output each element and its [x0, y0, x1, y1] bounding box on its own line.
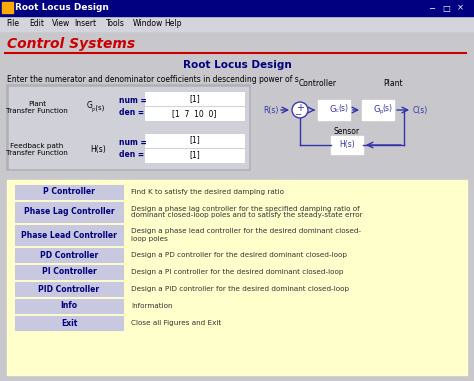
Text: Plant: Plant: [383, 80, 403, 88]
Text: (s): (s): [382, 104, 392, 114]
Bar: [318, 100, 350, 120]
Text: dominant closed-loop poles and to satisfy the steady-state error: dominant closed-loop poles and to satisf…: [131, 213, 363, 218]
Bar: [9, 87, 248, 168]
Text: Close all Figures and Exit: Close all Figures and Exit: [131, 320, 221, 326]
Text: [1  7  10  0]: [1 7 10 0]: [173, 109, 217, 118]
Text: Enter the numerator and denominator coefficients in descending power of s: Enter the numerator and denominator coef…: [7, 75, 299, 83]
Text: Find K to satisfy the desired damping ratio: Find K to satisfy the desired damping ra…: [131, 189, 284, 195]
Text: Control Systems: Control Systems: [7, 37, 135, 51]
Bar: [145, 92, 244, 105]
Bar: [0, 16, 474, 31]
Text: Controller: Controller: [299, 80, 337, 88]
Text: Sensor: Sensor: [334, 128, 360, 136]
Text: G: G: [374, 104, 380, 114]
Text: den =: den =: [119, 150, 144, 159]
Text: G: G: [330, 104, 336, 114]
Text: loop poles: loop poles: [131, 235, 168, 242]
Bar: [15, 202, 123, 222]
Bar: [2, 2, 13, 13]
Bar: [15, 225, 123, 245]
Bar: [145, 133, 244, 147]
Text: PI Controller: PI Controller: [42, 267, 96, 277]
Text: ×: ×: [456, 3, 464, 13]
Text: H(s): H(s): [339, 141, 355, 149]
Text: (s): (s): [338, 104, 348, 114]
Text: C(s): C(s): [413, 106, 428, 115]
Bar: [145, 149, 244, 162]
Text: Tools: Tools: [106, 19, 125, 28]
Bar: [11, 89, 246, 126]
Bar: [7, 85, 250, 170]
Bar: [15, 265, 123, 279]
Bar: [145, 107, 244, 120]
Text: Design a phase lag controller for the specified damping ratio of: Design a phase lag controller for the sp…: [131, 205, 360, 211]
Text: File: File: [6, 19, 19, 28]
Text: −: −: [294, 110, 301, 120]
Text: Insert: Insert: [74, 19, 97, 28]
Bar: [15, 299, 123, 313]
Text: Phase Lag Controller: Phase Lag Controller: [24, 208, 114, 216]
Text: View: View: [52, 19, 70, 28]
Text: R(s): R(s): [263, 106, 278, 115]
Text: ─: ─: [429, 3, 435, 13]
Text: [1]: [1]: [189, 94, 200, 103]
Bar: [15, 316, 123, 330]
Text: Root Locus Design: Root Locus Design: [15, 3, 109, 13]
Bar: [0, 0, 474, 16]
Text: c: c: [336, 109, 338, 114]
Text: H(s): H(s): [90, 145, 106, 154]
Text: Phase Lead Controller: Phase Lead Controller: [21, 231, 117, 240]
Text: num =: num =: [119, 138, 147, 147]
Text: (s): (s): [93, 104, 104, 111]
Text: Design a PI controller for the desired dominant closed-loop: Design a PI controller for the desired d…: [131, 269, 344, 275]
Text: Design a PD controller for the desired dominant closed-loop: Design a PD controller for the desired d…: [131, 252, 347, 258]
Text: PID Controller: PID Controller: [38, 285, 100, 293]
Bar: [362, 100, 394, 120]
Text: num =: num =: [119, 96, 147, 105]
Text: Root Locus Design: Root Locus Design: [182, 60, 292, 70]
Bar: [7, 180, 467, 375]
Text: Info: Info: [61, 301, 78, 311]
Bar: [15, 248, 123, 262]
Text: Help: Help: [164, 19, 181, 28]
Text: Information: Information: [131, 303, 173, 309]
Text: [1]: [1]: [189, 136, 200, 144]
Text: P Controller: P Controller: [43, 187, 95, 197]
Bar: [11, 131, 246, 168]
Text: G: G: [87, 101, 93, 110]
Text: p: p: [379, 109, 383, 114]
Text: den =: den =: [119, 108, 144, 117]
Bar: [331, 136, 363, 154]
Text: [1]: [1]: [189, 150, 200, 160]
Text: Design a phase lead controller for the desired dominant closed-: Design a phase lead controller for the d…: [131, 229, 361, 234]
Text: P: P: [92, 108, 95, 113]
Text: Feedback path
Transfer Function: Feedback path Transfer Function: [6, 143, 68, 156]
Bar: [15, 185, 123, 199]
Bar: [15, 282, 123, 296]
Text: Edit: Edit: [29, 19, 44, 28]
Text: □: □: [442, 3, 450, 13]
Text: Design a PID controller for the desired dominant closed-loop: Design a PID controller for the desired …: [131, 286, 349, 292]
Text: Plant
Transfer Function: Plant Transfer Function: [6, 101, 68, 114]
Text: Exit: Exit: [61, 319, 77, 328]
Text: Window: Window: [133, 19, 163, 28]
Text: PD Controller: PD Controller: [40, 250, 98, 259]
Text: +: +: [296, 103, 304, 113]
Circle shape: [292, 102, 308, 118]
